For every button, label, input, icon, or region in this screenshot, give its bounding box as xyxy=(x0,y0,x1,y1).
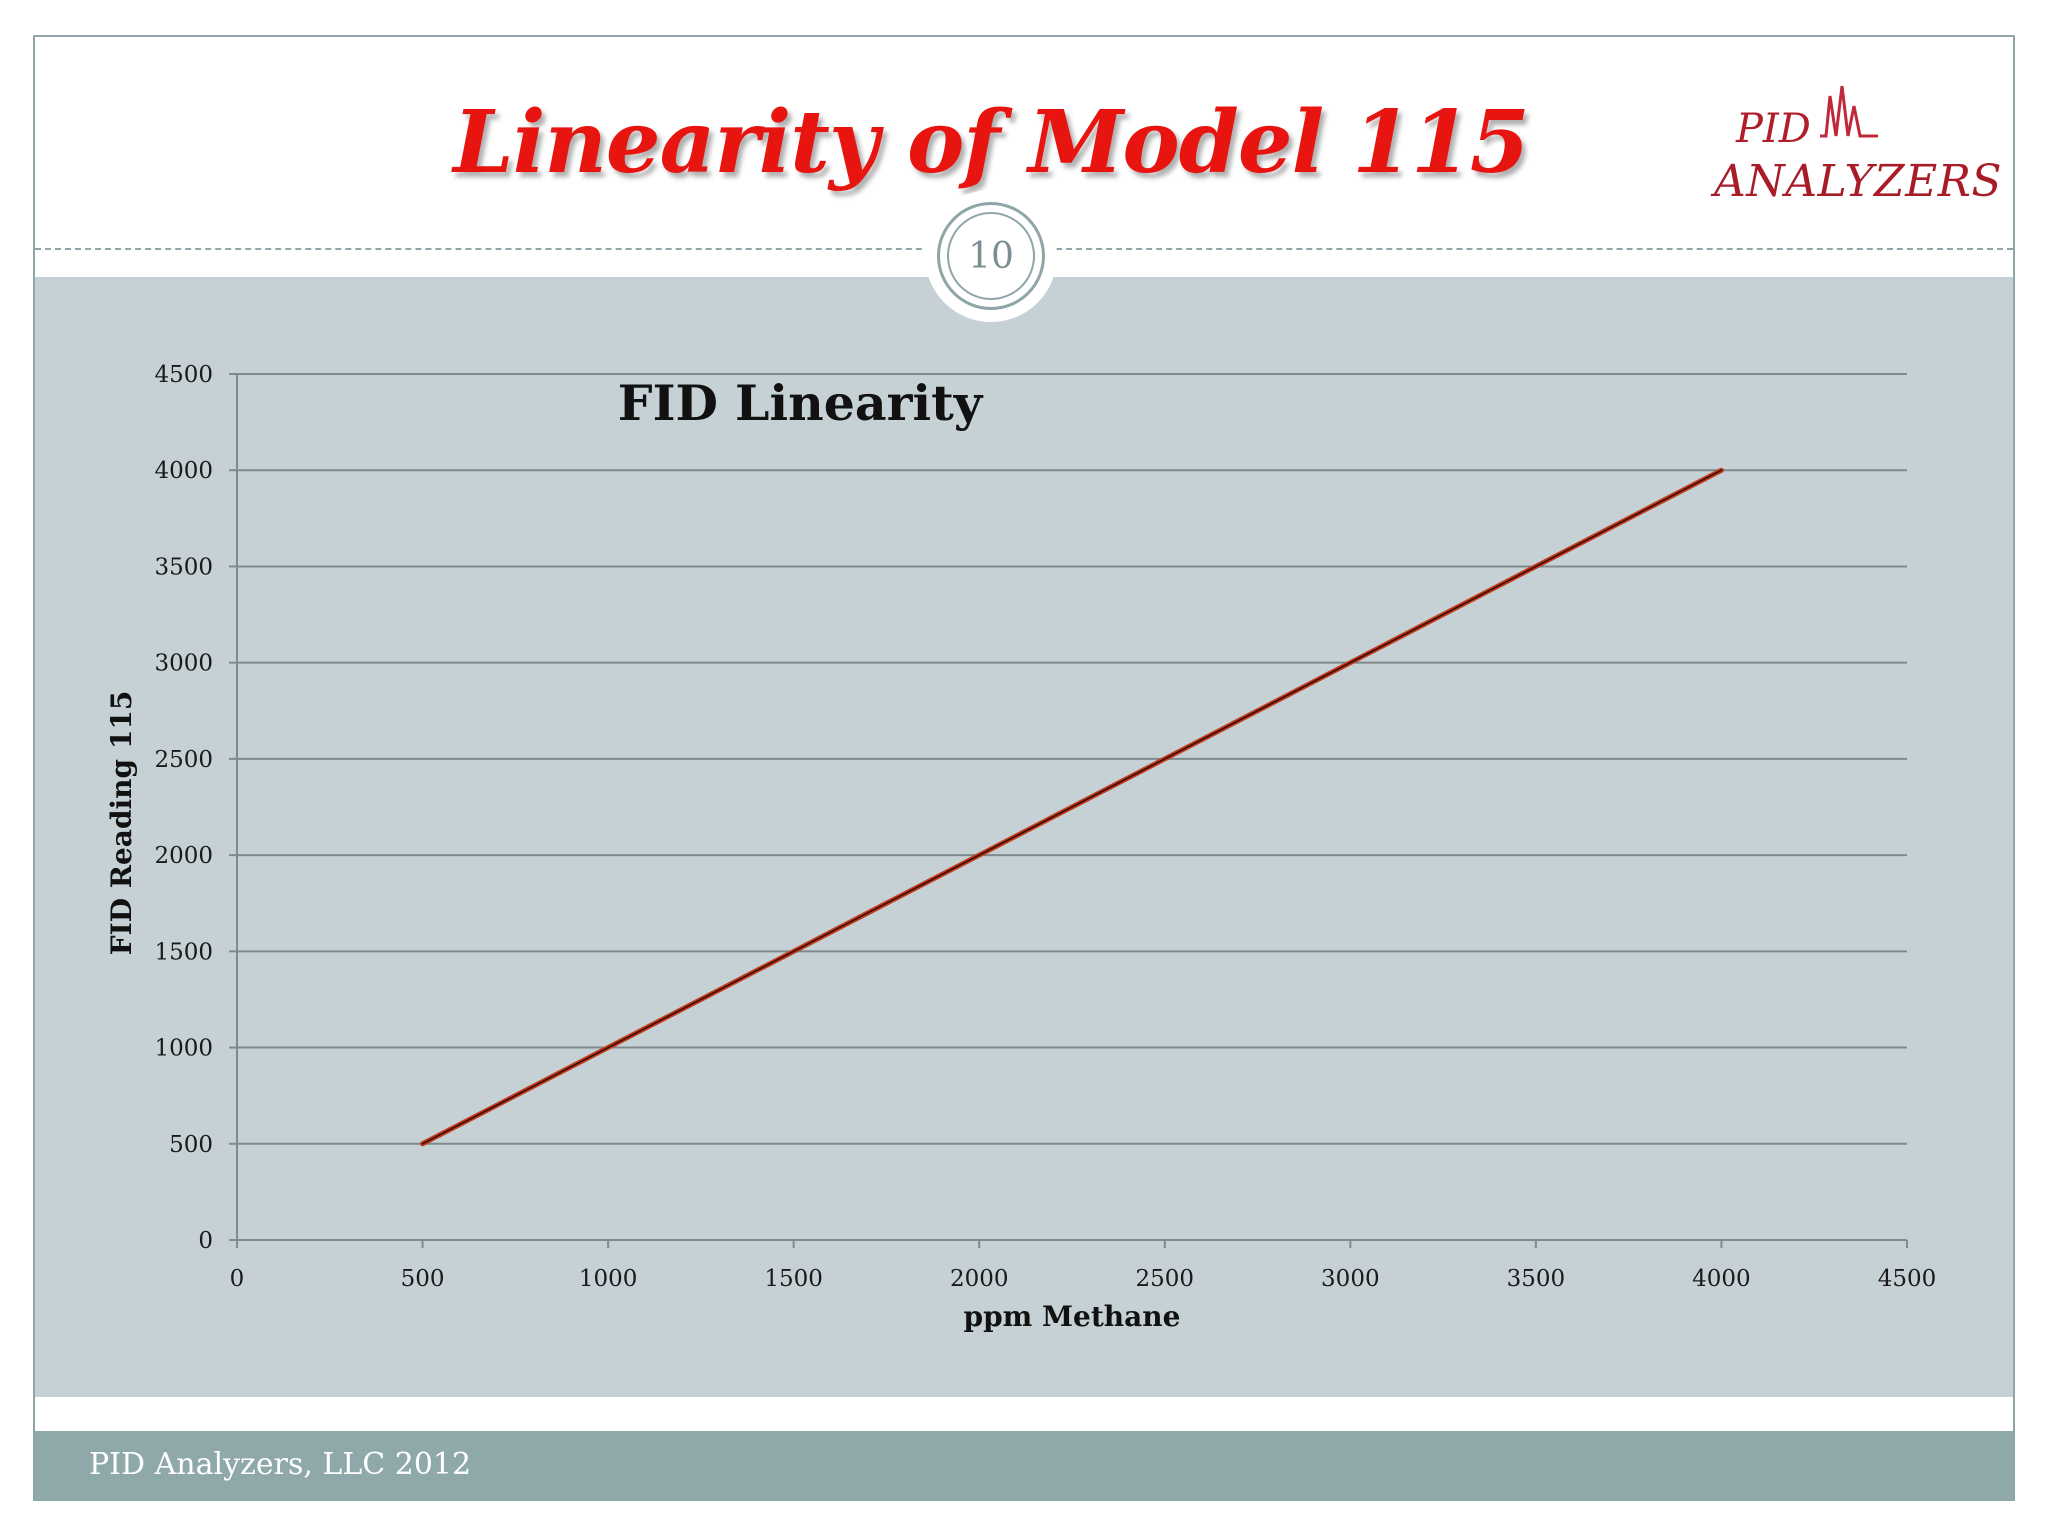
x-tick-label: 4500 xyxy=(1878,1266,1937,1292)
x-tick-label: 2000 xyxy=(950,1266,1009,1292)
y-axis-title: FID Reading 115 xyxy=(105,691,138,956)
y-tick-label: 4000 xyxy=(154,458,213,484)
x-tick-label: 3500 xyxy=(1507,1266,1566,1292)
footer-text: PID Analyzers, LLC 2012 xyxy=(89,1447,472,1482)
x-axis-title: ppm Methane xyxy=(964,1300,1181,1333)
x-tick-label: 1000 xyxy=(579,1266,638,1292)
x-tick-label: 4000 xyxy=(1692,1266,1751,1292)
page-number: 10 xyxy=(947,212,1035,300)
y-tick-label: 3000 xyxy=(154,651,213,677)
y-tick-label: 1000 xyxy=(154,1036,213,1062)
x-tick-label: 500 xyxy=(401,1266,445,1292)
content-area xyxy=(35,277,2013,1397)
x-tick-label: 1500 xyxy=(764,1266,823,1292)
y-tick-label: 0 xyxy=(198,1228,213,1254)
footer-bar: PID Analyzers, LLC 2012 xyxy=(35,1431,2013,1501)
page-number-badge: 10 xyxy=(937,202,1045,310)
y-tick-label: 2500 xyxy=(154,747,213,773)
company-logo: PID ANALYZERS xyxy=(1700,56,2001,226)
y-tick-label: 4500 xyxy=(154,362,213,388)
logo-name-text: ANALYZERS xyxy=(1714,156,2002,207)
chart-title: FID Linearity xyxy=(618,374,984,432)
slide-title: Linearity of Model 115 xyxy=(453,92,1530,193)
y-tick-label: 2000 xyxy=(154,843,213,869)
y-tick-label: 1500 xyxy=(154,939,213,965)
x-tick-label: 0 xyxy=(230,1266,245,1292)
x-tick-label: 2500 xyxy=(1136,1266,1195,1292)
x-tick-label: 3000 xyxy=(1321,1266,1380,1292)
series-line xyxy=(421,469,1723,1145)
logo-pid-text: PID xyxy=(1736,106,1811,152)
y-tick-label: 500 xyxy=(169,1132,213,1158)
logo-wave-icon xyxy=(1820,85,1878,138)
y-tick-label: 3500 xyxy=(154,554,213,580)
